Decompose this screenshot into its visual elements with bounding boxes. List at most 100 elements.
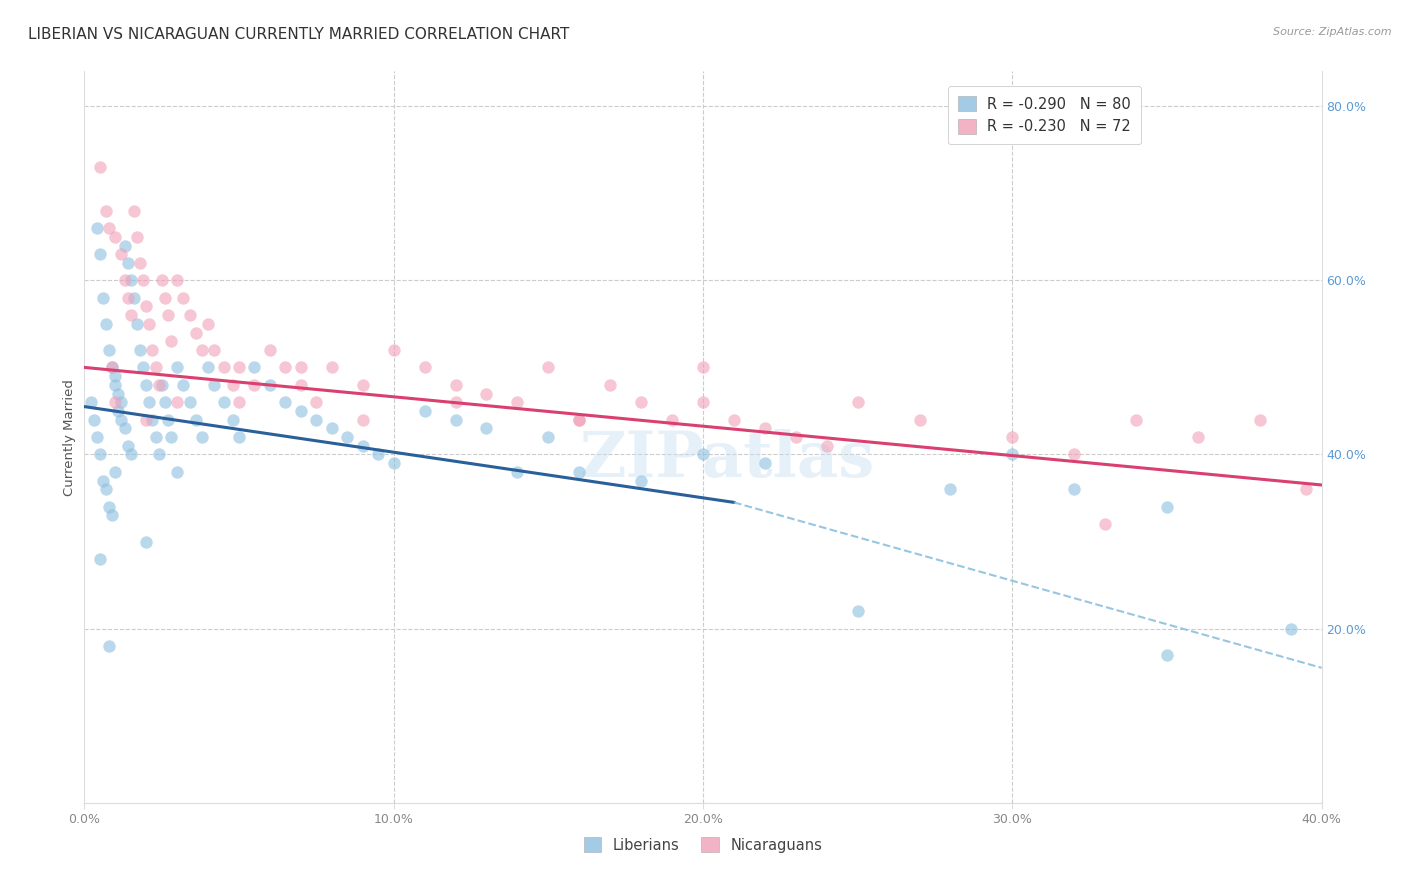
Point	[537, 360, 560, 375]
Point	[939, 483, 962, 497]
Point	[321, 360, 343, 375]
Point	[259, 343, 281, 357]
Point	[754, 456, 776, 470]
Point	[107, 404, 129, 418]
Point	[166, 360, 188, 375]
Point	[754, 421, 776, 435]
Point	[135, 412, 157, 426]
Point	[212, 360, 235, 375]
Point	[568, 412, 591, 426]
Point	[104, 369, 127, 384]
Point	[228, 360, 250, 375]
Text: Source: ZipAtlas.com: Source: ZipAtlas.com	[1274, 27, 1392, 37]
Point	[352, 377, 374, 392]
Point	[117, 439, 139, 453]
Point	[160, 430, 183, 444]
Point	[156, 412, 179, 426]
Point	[815, 439, 838, 453]
Point	[243, 360, 266, 375]
Point	[274, 395, 297, 409]
Point	[114, 273, 136, 287]
Point	[336, 430, 359, 444]
Point	[89, 247, 111, 261]
Point	[86, 430, 108, 444]
Point	[1094, 517, 1116, 532]
Point	[94, 483, 117, 497]
Point	[243, 377, 266, 392]
Point	[132, 273, 155, 287]
Point	[179, 395, 201, 409]
Point	[184, 412, 207, 426]
Text: ZIPatlas: ZIPatlas	[581, 428, 876, 490]
Point	[122, 203, 145, 218]
Point	[120, 448, 142, 462]
Point	[148, 377, 170, 392]
Point	[166, 465, 188, 479]
Point	[382, 456, 405, 470]
Point	[150, 377, 173, 392]
Point	[107, 386, 129, 401]
Point	[122, 291, 145, 305]
Point	[141, 343, 163, 357]
Point	[184, 326, 207, 340]
Point	[83, 412, 105, 426]
Point	[1001, 448, 1024, 462]
Point	[150, 273, 173, 287]
Point	[290, 360, 312, 375]
Point	[475, 386, 498, 401]
Point	[129, 256, 152, 270]
Point	[89, 160, 111, 174]
Point	[723, 412, 745, 426]
Point	[138, 317, 160, 331]
Point	[179, 308, 201, 322]
Point	[321, 421, 343, 435]
Point	[125, 317, 148, 331]
Text: LIBERIAN VS NICARAGUAN CURRENTLY MARRIED CORRELATION CHART: LIBERIAN VS NICARAGUAN CURRENTLY MARRIED…	[28, 27, 569, 42]
Point	[125, 229, 148, 244]
Point	[1125, 412, 1147, 426]
Point	[367, 448, 389, 462]
Point	[79, 395, 101, 409]
Point	[141, 412, 163, 426]
Point	[98, 221, 121, 235]
Point	[1249, 412, 1271, 426]
Point	[305, 395, 328, 409]
Point	[117, 256, 139, 270]
Point	[202, 343, 225, 357]
Point	[413, 404, 436, 418]
Point	[172, 291, 194, 305]
Point	[630, 474, 652, 488]
Y-axis label: Currently Married: Currently Married	[63, 378, 76, 496]
Point	[101, 360, 124, 375]
Point	[692, 448, 714, 462]
Point	[290, 404, 312, 418]
Point	[1156, 648, 1178, 662]
Point	[156, 308, 179, 322]
Point	[475, 421, 498, 435]
Point	[104, 229, 127, 244]
Point	[110, 412, 132, 426]
Point	[148, 448, 170, 462]
Point	[101, 360, 124, 375]
Point	[89, 552, 111, 566]
Point	[91, 474, 114, 488]
Point	[145, 360, 167, 375]
Point	[86, 221, 108, 235]
Point	[1279, 622, 1302, 636]
Point	[444, 395, 467, 409]
Point	[661, 412, 683, 426]
Point	[785, 430, 807, 444]
Point	[228, 430, 250, 444]
Point	[98, 343, 121, 357]
Point	[444, 412, 467, 426]
Point	[114, 421, 136, 435]
Point	[94, 203, 117, 218]
Point	[692, 395, 714, 409]
Point	[1156, 500, 1178, 514]
Point	[568, 412, 591, 426]
Point	[104, 395, 127, 409]
Point	[98, 500, 121, 514]
Point	[117, 291, 139, 305]
Point	[132, 360, 155, 375]
Point	[172, 377, 194, 392]
